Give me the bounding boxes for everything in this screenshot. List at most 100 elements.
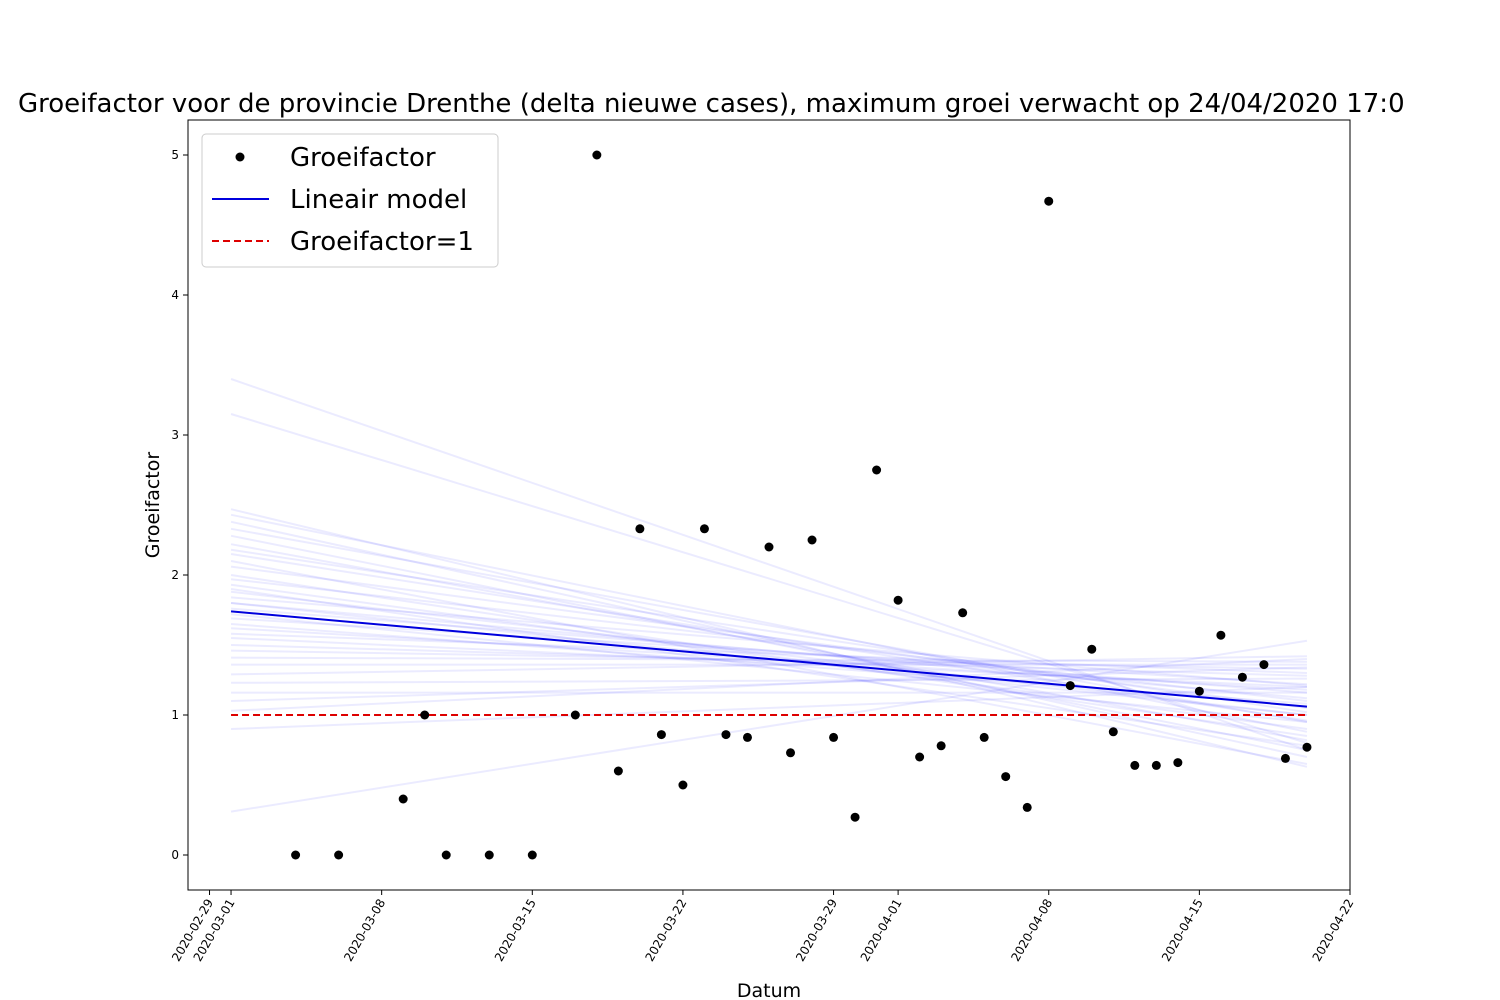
x-tick-label: 2020-04-15: [1159, 897, 1206, 964]
x-tick-label: 2020-03-08: [341, 897, 388, 964]
data-point-2: [398, 794, 408, 804]
y-tick-label: 4: [171, 288, 179, 302]
bootstrap-line-3: [230, 508, 1308, 768]
data-point-34: [1151, 760, 1161, 770]
data-point-5: [484, 850, 494, 860]
bootstrap-lines: [230, 378, 1308, 813]
x-tick-label: 2020-04-08: [1008, 897, 1055, 964]
data-point-41: [1302, 742, 1312, 752]
x-tick-label: 2020-04-22: [1310, 897, 1357, 964]
bootstrap-line-2: [230, 639, 1308, 813]
x-tick-label: 2020-03-29: [793, 897, 840, 964]
y-tick-label: 2: [171, 568, 179, 582]
bootstrap-line-22: [230, 637, 1308, 688]
bootstrap-line-12: [230, 578, 1308, 702]
data-point-30: [1065, 681, 1075, 691]
plot-frame: [187, 119, 1351, 891]
data-point-31: [1087, 644, 1097, 654]
x-tick-label: 2020-03-15: [492, 897, 539, 964]
data-point-38: [1237, 672, 1247, 682]
bootstrap-line-18: [230, 617, 1308, 686]
data-point-24: [936, 741, 946, 751]
legend-box: [201, 133, 499, 268]
bootstrap-line-1: [230, 413, 1308, 744]
bootstrap-line-8: [230, 543, 1308, 742]
bootstrap-line-5: [230, 520, 1308, 758]
legend-label-one: Groeifactor=1: [290, 227, 474, 257]
bootstrap-line-30: [231, 666, 1307, 702]
data-point-3: [420, 710, 430, 720]
bootstrap-line-33: [230, 560, 1308, 765]
data-point-26: [979, 732, 989, 742]
bootstrap-line-23: [231, 644, 1307, 677]
data-point-15: [742, 732, 752, 742]
data-point-19: [829, 732, 839, 742]
linear-model-line: [230, 610, 1308, 708]
data-point-25: [958, 608, 968, 618]
data-point-22: [893, 595, 903, 605]
y-axis-label: Groeifactor: [142, 452, 164, 559]
data-point-20: [850, 812, 860, 822]
data-point-6: [527, 850, 537, 860]
x-tick-label: 2020-03-22: [643, 897, 690, 964]
data-point-37: [1216, 630, 1226, 640]
x-tick-label: 2020-04-01: [858, 897, 905, 964]
data-points: [291, 150, 1312, 860]
bootstrap-line-14: [230, 590, 1308, 716]
y-tick-label: 0: [171, 848, 179, 862]
data-point-8: [592, 150, 602, 160]
bootstrap-line-0: [230, 378, 1308, 751]
y-axis: 0 1 2 3 4 5: [171, 148, 188, 862]
bootstrap-line-21: [231, 632, 1307, 674]
data-point-17: [786, 748, 796, 758]
bootstrap-line-9: [230, 548, 1308, 714]
data-point-21: [872, 465, 882, 475]
data-point-0: [291, 850, 301, 860]
bootstrap-line-4: [230, 513, 1308, 733]
y-tick-label: 5: [171, 148, 179, 162]
bootstrap-line-16: [230, 602, 1308, 700]
data-point-11: [656, 730, 666, 740]
bootstrap-line-27: [231, 655, 1307, 676]
data-point-9: [613, 766, 623, 776]
legend-label-model: Lineair model: [290, 185, 467, 215]
bootstrap-line-32: [230, 686, 1308, 730]
data-point-18: [807, 535, 817, 545]
chart-title: Groeifactor voor de provincie Drenthe (d…: [18, 89, 1405, 119]
data-point-16: [764, 542, 774, 552]
data-point-13: [699, 524, 709, 534]
data-point-1: [334, 850, 344, 860]
bootstrap-line-34: [230, 588, 1308, 747]
bootstrap-line-28: [231, 677, 1307, 684]
data-point-4: [441, 850, 451, 860]
bootstrap-line-10: [230, 553, 1308, 722]
y-tick-label: 1: [171, 708, 179, 722]
data-point-36: [1194, 686, 1204, 696]
bootstrap-line-36: [230, 574, 1308, 737]
legend: Groeifactor Lineair model Groeifactor=1: [201, 133, 499, 268]
data-point-12: [678, 780, 688, 790]
model-lines: [230, 610, 1308, 716]
data-point-28: [1022, 802, 1032, 812]
data-point-10: [635, 524, 645, 534]
data-point-7: [570, 710, 580, 720]
bootstrap-line-11: [230, 565, 1308, 709]
legend-label-groeifactor: Groeifactor: [290, 143, 436, 173]
data-point-27: [1001, 772, 1011, 782]
data-point-33: [1130, 760, 1140, 770]
legend-marker-groeifactor: [235, 152, 245, 162]
bootstrap-line-15: [230, 596, 1308, 687]
bootstrap-line-13: [230, 583, 1308, 730]
data-point-39: [1259, 660, 1269, 670]
bootstrap-line-31: [230, 658, 1308, 712]
data-point-32: [1108, 727, 1118, 737]
x-axis-label: Datum: [737, 980, 801, 1000]
bootstrap-line-17: [230, 607, 1308, 694]
data-point-23: [915, 752, 925, 762]
data-point-40: [1280, 753, 1290, 763]
y-tick-label: 3: [171, 428, 179, 442]
bootstrap-line-35: [230, 613, 1308, 723]
data-point-14: [721, 730, 731, 740]
